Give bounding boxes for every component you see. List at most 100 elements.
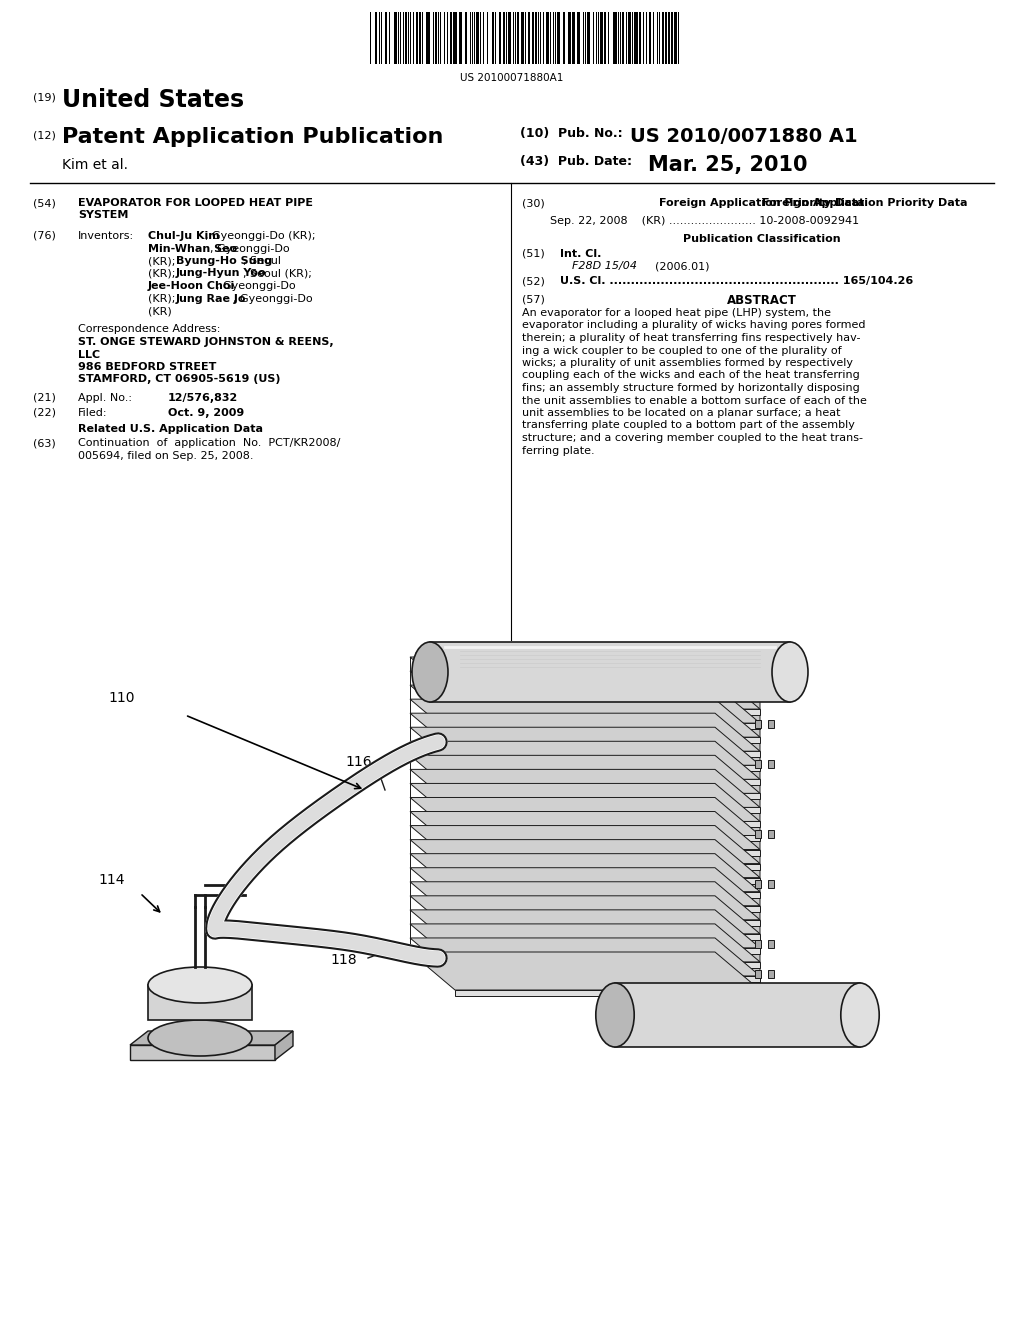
Bar: [517, 12, 519, 63]
Bar: [755, 830, 761, 838]
Polygon shape: [410, 755, 760, 793]
Bar: [546, 12, 549, 63]
Bar: [604, 12, 606, 63]
Bar: [577, 12, 580, 63]
Text: US 20100071880A1: US 20100071880A1: [461, 73, 563, 83]
Text: Jung Rae Jo: Jung Rae Jo: [175, 293, 246, 304]
Bar: [622, 12, 624, 63]
Polygon shape: [455, 836, 760, 841]
Text: 114: 114: [98, 873, 125, 887]
Polygon shape: [410, 924, 760, 962]
Polygon shape: [410, 840, 760, 878]
Text: (43)  Pub. Date:: (43) Pub. Date:: [520, 154, 632, 168]
Ellipse shape: [412, 642, 449, 702]
Text: ferring plate.: ferring plate.: [522, 446, 595, 455]
Text: (22): (22): [33, 408, 56, 417]
Text: Continuation  of  application  No.  PCT/KR2008/: Continuation of application No. PCT/KR20…: [78, 438, 340, 449]
Bar: [492, 12, 494, 63]
Polygon shape: [455, 962, 760, 968]
Text: Min-Whan Seo: Min-Whan Seo: [148, 243, 238, 253]
Polygon shape: [455, 948, 760, 954]
Bar: [499, 12, 501, 63]
Bar: [639, 12, 641, 63]
Text: 12/576,832: 12/576,832: [168, 393, 239, 403]
Bar: [426, 12, 430, 63]
Text: transferring plate coupled to a bottom part of the assembly: transferring plate coupled to a bottom p…: [522, 421, 855, 430]
Bar: [628, 12, 631, 63]
Polygon shape: [410, 797, 760, 836]
Polygon shape: [455, 751, 760, 758]
Text: wicks; a plurality of unit assemblies formed by respectively: wicks; a plurality of unit assemblies fo…: [522, 358, 853, 368]
Bar: [394, 12, 397, 63]
Bar: [662, 12, 664, 63]
Polygon shape: [410, 727, 760, 766]
Text: Patent Application Publication: Patent Application Publication: [62, 127, 443, 147]
Text: Inventors:: Inventors:: [78, 231, 134, 242]
Text: evaporator including a plurality of wicks having pores formed: evaporator including a plurality of wick…: [522, 321, 865, 330]
Bar: [768, 940, 774, 948]
Bar: [406, 12, 407, 63]
Text: Chul-Ju Kim: Chul-Ju Kim: [148, 231, 220, 242]
Polygon shape: [410, 896, 760, 933]
Text: Appl. No.:: Appl. No.:: [78, 393, 132, 403]
Text: (51): (51): [522, 249, 545, 259]
Text: (KR);: (KR);: [148, 268, 179, 279]
Ellipse shape: [772, 642, 808, 702]
Bar: [668, 12, 670, 63]
Text: (12): (12): [33, 129, 56, 140]
Polygon shape: [455, 850, 760, 855]
Text: ing a wick coupler to be coupled to one of the plurality of: ing a wick coupler to be coupled to one …: [522, 346, 842, 355]
Polygon shape: [410, 812, 760, 850]
Text: , Gyeonggi-Do: , Gyeonggi-Do: [210, 243, 290, 253]
Bar: [419, 12, 421, 63]
Text: 986 BEDFORD STREET: 986 BEDFORD STREET: [78, 362, 216, 372]
Polygon shape: [410, 657, 760, 696]
Text: , Seoul: , Seoul: [244, 256, 282, 267]
Polygon shape: [410, 742, 760, 779]
Text: An evaporator for a looped heat pipe (LHP) system, the: An evaporator for a looped heat pipe (LH…: [522, 308, 831, 318]
Polygon shape: [275, 1031, 293, 1060]
Polygon shape: [410, 700, 760, 737]
Text: 118: 118: [330, 953, 356, 968]
Polygon shape: [410, 671, 760, 709]
Text: coupling each of the wicks and each of the heat transferring: coupling each of the wicks and each of t…: [522, 371, 860, 380]
Polygon shape: [455, 737, 760, 743]
Text: United States: United States: [62, 88, 244, 112]
Polygon shape: [455, 808, 760, 813]
Polygon shape: [455, 906, 760, 912]
Polygon shape: [410, 770, 760, 808]
Text: , Seoul (KR);: , Seoul (KR);: [244, 268, 312, 279]
Text: unit assemblies to be located on a planar surface; a heat: unit assemblies to be located on a plana…: [522, 408, 841, 418]
Text: Publication Classification: Publication Classification: [683, 234, 841, 244]
Text: (30): (30): [522, 198, 545, 209]
Text: (19): (19): [33, 92, 56, 102]
Polygon shape: [410, 939, 760, 975]
Polygon shape: [410, 825, 760, 863]
Polygon shape: [455, 779, 760, 785]
Bar: [649, 12, 651, 63]
Text: Foreign Application Priority Data: Foreign Application Priority Data: [659, 198, 864, 209]
Text: Sep. 22, 2008    (KR) ........................ 10-2008-0092941: Sep. 22, 2008 (KR) .....................…: [550, 216, 859, 226]
Text: ABSTRACT: ABSTRACT: [727, 294, 797, 308]
Text: Jee-Hoon Choi: Jee-Hoon Choi: [148, 281, 236, 290]
Bar: [508, 12, 511, 63]
Polygon shape: [455, 863, 760, 870]
Bar: [755, 970, 761, 978]
Text: , Gyeonggi-Do: , Gyeonggi-Do: [232, 293, 312, 304]
Text: U.S. Cl. ...................................................... 165/104.26: U.S. Cl. ...............................…: [560, 276, 913, 286]
Text: (21): (21): [33, 393, 56, 403]
Polygon shape: [130, 1045, 275, 1060]
Bar: [521, 12, 524, 63]
Polygon shape: [715, 657, 760, 997]
Text: Oct. 9, 2009: Oct. 9, 2009: [168, 408, 245, 417]
Bar: [148, 985, 252, 1020]
Bar: [532, 12, 534, 63]
Ellipse shape: [148, 968, 252, 1003]
Bar: [755, 880, 761, 888]
Text: structure; and a covering member coupled to the heat trans-: structure; and a covering member coupled…: [522, 433, 863, 444]
Bar: [600, 12, 603, 63]
Text: (76): (76): [33, 231, 56, 242]
Text: SYSTEM: SYSTEM: [78, 210, 128, 220]
Text: (57): (57): [522, 294, 545, 304]
Text: the unit assemblies to enable a bottom surface of each of the: the unit assemblies to enable a bottom s…: [522, 396, 867, 405]
